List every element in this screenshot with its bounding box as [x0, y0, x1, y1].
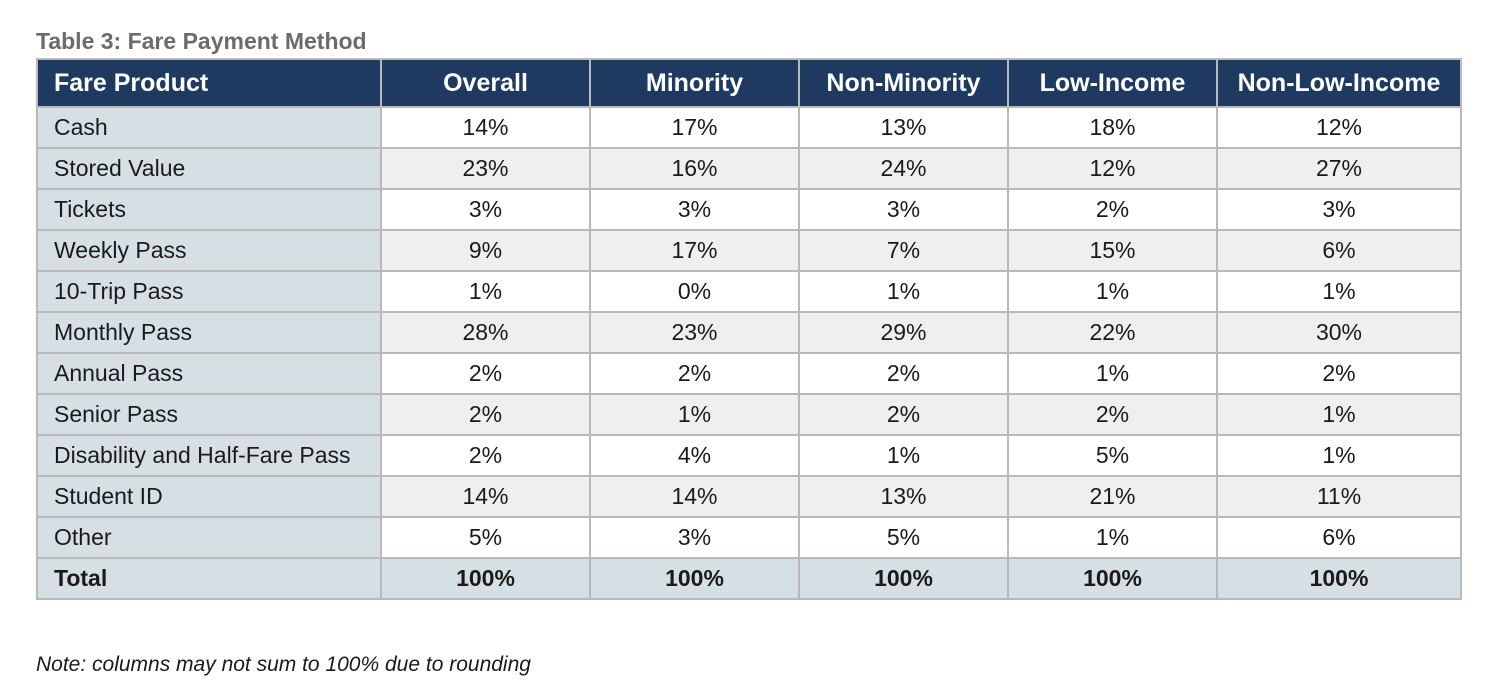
table-cell: 16%	[589, 147, 800, 190]
table-cell: 15%	[1007, 229, 1218, 272]
table-cell: 1%	[1216, 393, 1462, 436]
table-cell: 6%	[1216, 229, 1462, 272]
table-cell: 5%	[798, 516, 1009, 559]
table-cell: 24%	[798, 147, 1009, 190]
table-cell: 27%	[1216, 147, 1462, 190]
table-cell: 9%	[380, 229, 591, 272]
table-body: Cash 14% 17% 13% 18% 12% Stored Value 23% 16% 24%…	[36, 106, 1462, 600]
total-row: Total 100% 100% 100% 100% 100%	[36, 557, 1462, 600]
table-note: Note: columns may not sum to 100% due to…	[36, 653, 531, 676]
table-cell: 5%	[380, 516, 591, 559]
table-cell: 1%	[589, 393, 800, 436]
total-cell: 100%	[1216, 557, 1462, 600]
table-cell: 2%	[1216, 352, 1462, 395]
table-cell: 12%	[1216, 106, 1462, 149]
table-cell: 7%	[798, 229, 1009, 272]
table-cell: 1%	[1007, 270, 1218, 313]
table-cell: 4%	[589, 434, 800, 477]
total-cell: 100%	[380, 557, 591, 600]
table-cell: 1%	[1007, 352, 1218, 395]
table-row: Student ID 14% 14% 13% 21% 11%	[36, 475, 1462, 518]
table-cell: 2%	[1007, 188, 1218, 231]
table-cell: 0%	[589, 270, 800, 313]
table-row: Annual Pass 2% 2% 2% 1% 2%	[36, 352, 1462, 395]
table-cell: 23%	[380, 147, 591, 190]
table-cell: 3%	[589, 188, 800, 231]
table-cell: 30%	[1216, 311, 1462, 354]
table-cell: 14%	[589, 475, 800, 518]
table-cell: 1%	[798, 270, 1009, 313]
table-cell: 14%	[380, 106, 591, 149]
column-header-minority: Minority	[589, 58, 800, 108]
column-header-non-minority: Non-Minority	[798, 58, 1009, 108]
table-cell: 18%	[1007, 106, 1218, 149]
table-cell: 5%	[1007, 434, 1218, 477]
table-cell: 2%	[380, 393, 591, 436]
table-row: Disability and Half-Fare Pass 2% 4% 1% 5% 1%	[36, 434, 1462, 477]
table-cell: 29%	[798, 311, 1009, 354]
row-label: Other	[36, 516, 382, 559]
column-header-low-income: Low-Income	[1007, 58, 1218, 108]
table-row: Tickets 3% 3% 3% 2% 3%	[36, 188, 1462, 231]
row-label: Student ID	[36, 475, 382, 518]
table-cell: 12%	[1007, 147, 1218, 190]
table-caption: Table 3: Fare Payment Method	[36, 28, 367, 54]
table-cell: 1%	[1216, 270, 1462, 313]
table-cell: 28%	[380, 311, 591, 354]
table-row: Weekly Pass 9% 17% 7% 15% 6%	[36, 229, 1462, 272]
table-row: Senior Pass 2% 1% 2% 2% 1%	[36, 393, 1462, 436]
total-cell: 100%	[1007, 557, 1218, 600]
table-cell: 6%	[1216, 516, 1462, 559]
table-cell: 3%	[1216, 188, 1462, 231]
header-row: Fare Product Overall Minority Non-Minori…	[36, 58, 1462, 108]
fare-payment-table: Fare Product Overall Minority Non-Minori…	[36, 58, 1462, 600]
table-cell: 22%	[1007, 311, 1218, 354]
row-label: Stored Value	[36, 147, 382, 190]
row-label: Annual Pass	[36, 352, 382, 395]
table-cell: 2%	[380, 352, 591, 395]
table-row: Monthly Pass 28% 23% 29% 22% 30%	[36, 311, 1462, 354]
table-cell: 17%	[589, 229, 800, 272]
table-cell: 1%	[798, 434, 1009, 477]
row-label: Tickets	[36, 188, 382, 231]
row-label: Senior Pass	[36, 393, 382, 436]
table-cell: 3%	[589, 516, 800, 559]
table-cell: 2%	[798, 393, 1009, 436]
table-cell: 3%	[798, 188, 1009, 231]
total-label: Total	[36, 557, 382, 600]
table-cell: 1%	[380, 270, 591, 313]
table-row: Cash 14% 17% 13% 18% 12%	[36, 106, 1462, 149]
table-cell: 1%	[1216, 434, 1462, 477]
row-label: Weekly Pass	[36, 229, 382, 272]
table-cell: 2%	[1007, 393, 1218, 436]
table-cell: 17%	[589, 106, 800, 149]
total-cell: 100%	[798, 557, 1009, 600]
table-cell: 14%	[380, 475, 591, 518]
column-header-fare-product: Fare Product	[36, 58, 382, 108]
row-label: 10-Trip Pass	[36, 270, 382, 313]
row-label: Monthly Pass	[36, 311, 382, 354]
table-cell: 13%	[798, 475, 1009, 518]
total-cell: 100%	[589, 557, 800, 600]
table-row: Other 5% 3% 5% 1% 6%	[36, 516, 1462, 559]
table-cell: 2%	[380, 434, 591, 477]
table-cell: 11%	[1216, 475, 1462, 518]
table-cell: 23%	[589, 311, 800, 354]
table-cell: 3%	[380, 188, 591, 231]
row-label: Cash	[36, 106, 382, 149]
table-cell: 13%	[798, 106, 1009, 149]
column-header-overall: Overall	[380, 58, 591, 108]
table-cell: 2%	[589, 352, 800, 395]
table-row: Stored Value 23% 16% 24% 12% 27%	[36, 147, 1462, 190]
table-cell: 1%	[1007, 516, 1218, 559]
table-row: 10-Trip Pass 1% 0% 1% 1% 1%	[36, 270, 1462, 313]
table-cell: 21%	[1007, 475, 1218, 518]
row-label: Disability and Half-Fare Pass	[36, 434, 382, 477]
table-cell: 2%	[798, 352, 1009, 395]
column-header-non-low-income: Non-Low-Income	[1216, 58, 1462, 108]
